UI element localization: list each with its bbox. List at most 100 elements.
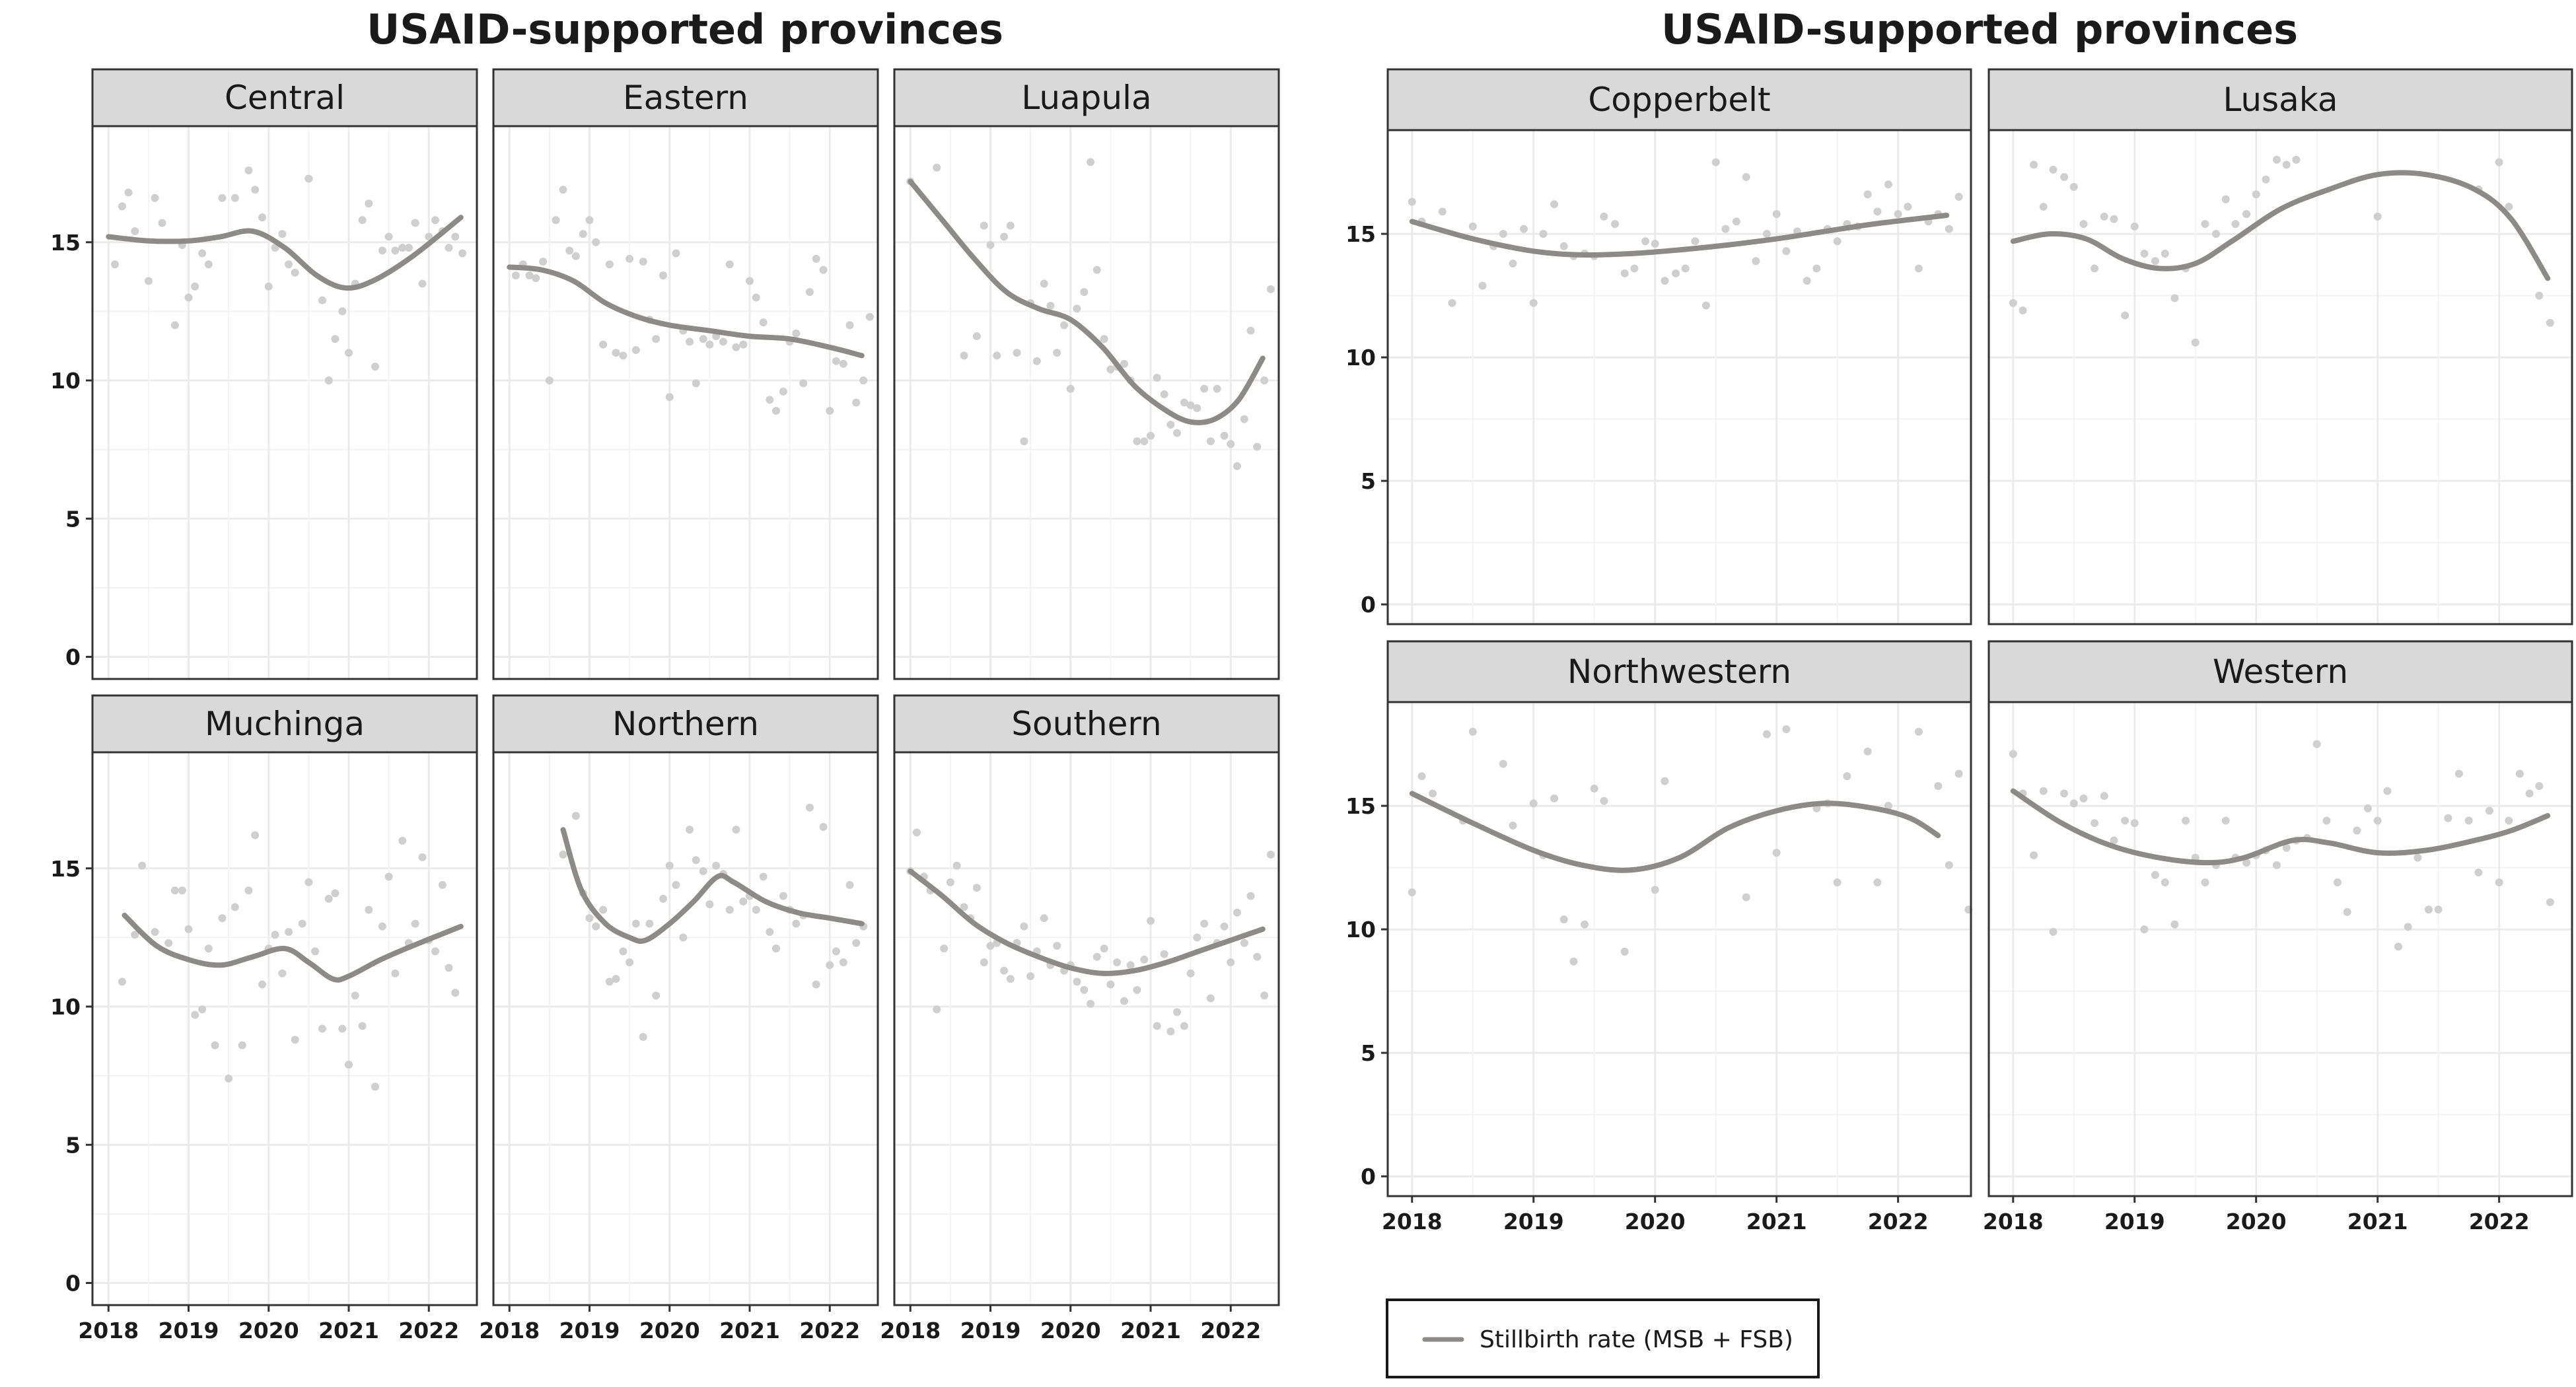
data-point bbox=[792, 919, 801, 928]
data-point bbox=[705, 900, 714, 909]
data-point bbox=[1954, 769, 1963, 778]
data-point bbox=[431, 947, 439, 956]
data-point bbox=[639, 258, 647, 266]
data-point bbox=[1812, 264, 1821, 273]
data-point bbox=[1630, 264, 1639, 273]
panel-border bbox=[91, 751, 478, 1306]
data-point bbox=[2069, 799, 2078, 808]
data-point bbox=[1240, 939, 1248, 947]
data-point bbox=[1253, 952, 1262, 961]
x-tick-label: 2019 bbox=[1503, 1209, 1564, 1234]
data-point bbox=[191, 282, 199, 291]
data-point bbox=[2505, 202, 2513, 211]
x-tick-label: 2022 bbox=[1200, 1318, 1261, 1343]
data-point bbox=[131, 227, 139, 236]
data-point bbox=[2272, 861, 2281, 869]
data-point bbox=[1681, 264, 1690, 273]
data-point bbox=[2079, 220, 2088, 229]
data-point bbox=[1954, 192, 1963, 201]
data-point bbox=[1762, 730, 1771, 738]
data-point bbox=[1468, 222, 1477, 231]
data-point bbox=[451, 989, 460, 997]
data-point bbox=[1742, 893, 1750, 902]
grid bbox=[1989, 702, 2572, 1196]
data-point bbox=[391, 969, 400, 978]
data-point bbox=[251, 831, 260, 839]
data-point bbox=[1620, 269, 1629, 277]
data-point bbox=[692, 379, 700, 388]
data-point bbox=[2535, 782, 2544, 791]
data-point bbox=[1046, 302, 1055, 310]
data-point bbox=[766, 928, 774, 937]
data-point bbox=[398, 836, 407, 845]
data-point bbox=[852, 939, 861, 947]
data-point bbox=[2170, 294, 2179, 302]
data-point bbox=[1772, 210, 1781, 219]
data-points bbox=[118, 831, 460, 1091]
data-point bbox=[1873, 207, 1882, 216]
data-point bbox=[626, 254, 634, 263]
data-point bbox=[579, 230, 587, 238]
data-point bbox=[2100, 212, 2108, 221]
data-point bbox=[2170, 920, 2179, 929]
data-point bbox=[2060, 173, 2069, 182]
data-point bbox=[1233, 908, 1241, 917]
data-point bbox=[1000, 232, 1009, 241]
data-point bbox=[1590, 784, 1598, 793]
trend-line-luapula bbox=[908, 178, 1266, 425]
data-point bbox=[324, 376, 333, 385]
data-point bbox=[2191, 338, 2200, 347]
data-point bbox=[231, 903, 239, 911]
plot-area bbox=[1388, 130, 1971, 624]
panel-border bbox=[1987, 129, 2573, 625]
data-point bbox=[178, 886, 186, 895]
data-point bbox=[772, 407, 781, 415]
data-point bbox=[451, 232, 460, 241]
data-point bbox=[826, 407, 834, 415]
data-point bbox=[2464, 816, 2473, 825]
data-point bbox=[285, 260, 293, 269]
data-points bbox=[511, 186, 874, 415]
data-point bbox=[371, 1083, 380, 1091]
data-point bbox=[832, 947, 840, 956]
data-point bbox=[1509, 259, 1517, 267]
trend-line-southern bbox=[908, 869, 1266, 976]
panel-copperbelt: Copperbelt 0 5 10 15 bbox=[1345, 68, 1972, 625]
data-point bbox=[211, 1041, 219, 1049]
x-tick-label: 2020 bbox=[2226, 1209, 2287, 1234]
trend-line-copperbelt bbox=[1409, 213, 1950, 258]
x-tick-label: 2021 bbox=[318, 1318, 379, 1343]
panel-muchinga: Muchinga 0 5 10 15 2018 2019 2020 2021 2022 bbox=[50, 694, 478, 1343]
grid bbox=[92, 126, 477, 679]
data-point bbox=[719, 338, 727, 346]
data-point bbox=[1032, 357, 1041, 365]
data-point bbox=[2505, 816, 2513, 825]
data-point bbox=[1772, 849, 1781, 857]
legend-label: Stillbirth rate (MSB + FSB) bbox=[1480, 1326, 1793, 1353]
data-point bbox=[1227, 958, 1235, 967]
data-point bbox=[912, 828, 921, 837]
x-tick-label: 2018 bbox=[479, 1318, 540, 1343]
data-point bbox=[565, 246, 574, 255]
data-point bbox=[686, 826, 694, 834]
data-point bbox=[244, 886, 253, 895]
strip-label: Central bbox=[225, 79, 345, 117]
data-point bbox=[1904, 202, 1912, 211]
data-point bbox=[619, 947, 627, 956]
data-point bbox=[792, 329, 801, 338]
data-point bbox=[1233, 462, 1241, 470]
x-tick-label: 2020 bbox=[1040, 1318, 1101, 1343]
data-point bbox=[2182, 816, 2190, 825]
data-point bbox=[1133, 985, 1141, 994]
data-point bbox=[431, 216, 439, 225]
y-tick-label: 15 bbox=[50, 856, 81, 882]
data-point bbox=[110, 260, 119, 269]
data-point bbox=[345, 349, 353, 357]
data-point bbox=[805, 288, 814, 297]
data-point bbox=[1529, 799, 1538, 808]
data-point bbox=[2110, 836, 2118, 845]
data-point bbox=[612, 975, 620, 983]
data-point bbox=[1468, 727, 1477, 736]
data-point bbox=[338, 1024, 347, 1033]
data-point bbox=[559, 186, 567, 194]
